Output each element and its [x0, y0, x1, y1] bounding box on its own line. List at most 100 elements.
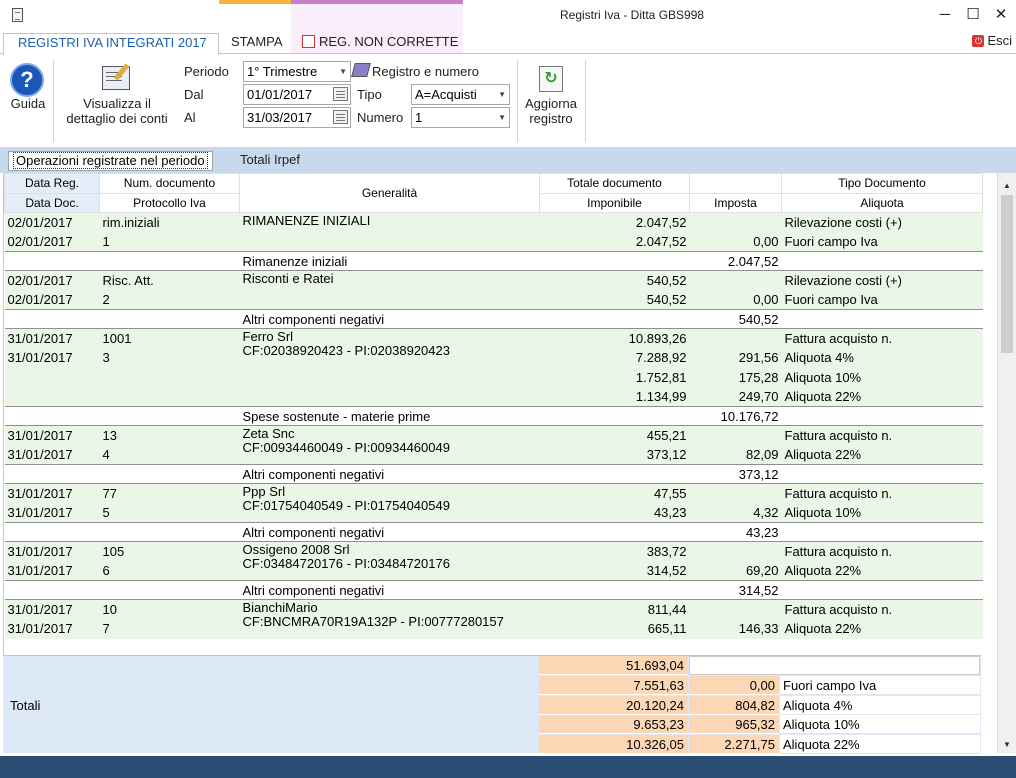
totals-imposta: 965,32	[689, 715, 779, 734]
aggiorna-button-line1[interactable]: Aggiorna	[524, 96, 578, 111]
table-row[interactable]: 02/01/2017 rim.iniziali RIMANENZE INIZIALI…	[4, 212, 983, 232]
aggiorna-button-line2[interactable]: registro	[529, 111, 573, 126]
al-date-field[interactable]: 31/03/2017	[243, 107, 351, 128]
subtotal-row[interactable]: Altri componenti negativi 314,52	[4, 580, 983, 600]
refresh-icon[interactable]: ↻	[539, 66, 563, 92]
calendar-icon[interactable]	[333, 110, 348, 124]
table-row[interactable]: 02/01/2017 1 2.047,52 0,00 Fuori campo Iva	[4, 232, 983, 252]
header-protocollo[interactable]: Protocollo Iva	[99, 192, 240, 213]
vertical-scrollbar[interactable]: ▲ ▼	[997, 173, 1016, 753]
cell-imposta: 291,56	[689, 348, 782, 368]
totals-imposta: 2.271,75	[689, 734, 779, 754]
minimize-button[interactable]: ─	[939, 6, 951, 23]
table-row[interactable]: 31/01/2017 3 7.288,92 291,56 Aliquota 4%	[4, 348, 983, 368]
cell-imposta: 0,00	[689, 290, 782, 310]
scroll-up-icon[interactable]: ▲	[1003, 181, 1011, 190]
subtotal-label: Altri componenti negativi	[239, 464, 540, 484]
close-button[interactable]: ✕	[994, 6, 1008, 23]
cell-imposta: 175,28	[689, 367, 782, 387]
table-row[interactable]: 31/01/2017 10 BianchiMario CF:BNCMRA70R19A1…	[4, 599, 983, 629]
table-row[interactable]: 02/01/2017 2 540,52 0,00 Fuori campo Iva	[4, 290, 983, 310]
subtab-totali-irpef[interactable]: Totali Irpef	[240, 152, 300, 167]
subtotal-value: 43,23	[689, 522, 782, 542]
cell-generalita	[239, 290, 540, 310]
cell-tipo-aliquota: Fattura acquisto n.	[781, 425, 983, 445]
scroll-thumb[interactable]	[1001, 195, 1013, 353]
cell-importo: 811,44	[539, 599, 690, 619]
cell-generalita	[239, 503, 540, 523]
cell-tipo-aliquota: Aliquota 22%	[781, 387, 983, 407]
guida-button[interactable]: Guida	[10, 96, 46, 111]
cell-importo: 47,55	[539, 483, 690, 503]
cell-document: 6	[99, 561, 240, 581]
subtotal-row[interactable]: Spese sostenute - materie prime 10.176,72	[4, 406, 983, 426]
table-row[interactable]: 31/01/2017 5 43,23 4,32 Aliquota 10%	[4, 503, 983, 523]
header-data-doc[interactable]: Data Doc.	[4, 192, 100, 213]
ribbon: ? Guida Visualizza il dettaglio dei cont…	[0, 53, 1016, 147]
numero-label: Numero	[357, 110, 404, 125]
numero-select[interactable]: 1 ▼	[411, 107, 510, 128]
cell-empty	[781, 580, 983, 600]
tipo-select[interactable]: A=Acquisti ▼	[411, 84, 510, 105]
header-tipo-doc[interactable]: Tipo Documento	[781, 173, 983, 194]
cell-empty	[4, 580, 100, 600]
dal-date-field[interactable]: 01/01/2017	[243, 84, 351, 105]
cell-generalita	[239, 619, 540, 639]
cell-document: rim.iniziali	[99, 212, 240, 232]
table-row[interactable]: 31/01/2017 77 Ppp Srl CF:01754040549 - PI:0…	[4, 483, 983, 513]
subtotal-row[interactable]: Rimanenze iniziali 2.047,52	[4, 251, 983, 271]
header-totale-doc[interactable]: Totale documento	[539, 173, 690, 194]
book-icon	[351, 63, 371, 77]
cell-empty	[4, 464, 100, 484]
separator	[517, 60, 518, 142]
table-row[interactable]: 31/01/2017 105 Ossigeno 2008 Srl CF:0348472…	[4, 541, 983, 571]
tab-reg-non-corrette[interactable]: REG. NON CORRETTE	[302, 33, 458, 53]
visualizza-button-line1[interactable]: Visualizza il	[83, 96, 151, 111]
help-icon[interactable]: ?	[10, 63, 44, 97]
cell-document: 10	[99, 599, 240, 619]
cell-generalita	[239, 348, 540, 368]
table-row[interactable]: 31/01/2017 1001 Ferro Srl CF:02038920423 - …	[4, 328, 983, 358]
subtotal-label: Altri componenti negativi	[239, 309, 540, 329]
table-row[interactable]: 31/01/2017 6 314,52 69,20 Aliquota 22%	[4, 561, 983, 581]
header-imponibile[interactable]: Imponibile	[539, 192, 690, 213]
cell-date: 31/01/2017	[4, 503, 100, 523]
totals-imposta: 0,00	[689, 676, 779, 695]
scroll-down-icon[interactable]: ▼	[1003, 740, 1011, 749]
cell-date: 02/01/2017	[4, 290, 100, 310]
header-generalita[interactable]: Generalità	[239, 173, 540, 213]
table-row[interactable]: 02/01/2017 Risc. Att. Risconti e Ratei 540,…	[4, 270, 983, 290]
header-num-doc[interactable]: Num. documento	[99, 173, 240, 194]
header-data-reg[interactable]: Data Reg.	[4, 173, 100, 194]
cell-generalita: Ferro Srl CF:02038920423 - PI:02038920423	[239, 328, 540, 358]
maximize-button[interactable]: ☐	[966, 6, 980, 23]
subtab-operazioni[interactable]: Operazioni registrate nel periodo	[8, 151, 213, 171]
totals-panel: Totali 51.693,04 7.551,63 0,00 Fuori campo…	[3, 655, 981, 754]
header-aliquota[interactable]: Aliquota	[781, 192, 983, 213]
generalita-cf: CF:01754040549 - PI:01754040549	[242, 498, 450, 513]
tab-registri-iva[interactable]: REGISTRI IVA INTEGRATI 2017	[3, 33, 219, 55]
cell-empty	[99, 464, 240, 484]
table-row[interactable]: 1.134,99 249,70 Aliquota 22%	[4, 387, 983, 407]
generalita-cf: CF:00934460049 - PI:00934460049	[242, 440, 450, 455]
subtotal-row[interactable]: Altri componenti negativi 373,12	[4, 464, 983, 484]
cell-empty	[781, 464, 983, 484]
header-imposta[interactable]: Imposta	[689, 192, 782, 213]
calendar-icon[interactable]	[333, 87, 348, 101]
table-row[interactable]: 31/01/2017 7 665,11 146,33 Aliquota 22%	[4, 619, 983, 639]
table-row[interactable]: 31/01/2017 4 373,12 82,09 Aliquota 22%	[4, 445, 983, 465]
table-row[interactable]: 31/01/2017 13 Zeta Snc CF:00934460049 - PI:…	[4, 425, 983, 455]
generalita-cf: CF:BNCMRA70R19A132P - PI:00777280157	[242, 614, 504, 629]
tab-stampa[interactable]: STAMPA	[231, 34, 283, 49]
subtotal-row[interactable]: Altri componenti negativi 43,23	[4, 522, 983, 542]
subtotal-row[interactable]: Altri componenti negativi 540,52	[4, 309, 983, 329]
periodo-select[interactable]: 1° Trimestre ▼	[243, 61, 351, 82]
esci-button[interactable]: ⏻ Esci	[972, 33, 1012, 48]
table-row[interactable]: 1.752,81 175,28 Aliquota 10%	[4, 367, 983, 387]
cell-imposta: 69,20	[689, 561, 782, 581]
visualizza-button-line2[interactable]: dettaglio dei conti	[66, 111, 168, 126]
cell-tipo-aliquota: Aliquota 22%	[781, 619, 983, 639]
edit-details-icon[interactable]	[102, 66, 130, 90]
cell-importo: 540,52	[539, 270, 690, 290]
totals-label: Totali	[10, 698, 41, 713]
